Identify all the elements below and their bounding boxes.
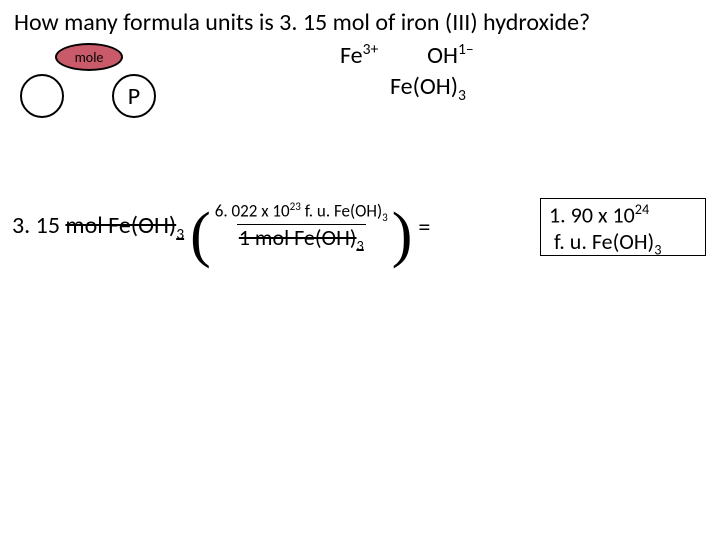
blank-circle [20, 74, 64, 118]
anion: OH [427, 41, 458, 70]
fraction-denominator: 1 mol Fe(OH)3 [237, 224, 366, 255]
conv-bot-left: 1 mol Fe(OH) [239, 224, 357, 251]
equals-sign: = [418, 213, 430, 242]
cation: Fe [340, 41, 363, 70]
given-quantity: 3. 15 mol Fe(OH)3 [12, 211, 184, 244]
formula-base: Fe(OH) [390, 72, 458, 101]
p-circle: P [112, 74, 156, 118]
answer-unit-sub: 3 [654, 240, 661, 258]
given-value: 3. 15 [12, 211, 60, 240]
answer-unit: f. u. Fe(OH) [554, 228, 654, 255]
answer-value: 1. 90 x 10 [549, 201, 635, 228]
conv-top-exp: 23 [290, 199, 301, 213]
compound-formula: Fe(OH)3 [390, 72, 466, 105]
given-unit-text: mol Fe(OH) [65, 211, 176, 240]
p-label: P [128, 82, 140, 111]
conversion-fraction: 6. 022 x 1023 f. u. Fe(OH)3 1 mol Fe(OH)… [213, 200, 390, 255]
conv-top-right: f. u. Fe(OH) [301, 201, 382, 222]
open-paren: ( [190, 210, 211, 260]
close-paren: ) [392, 210, 413, 260]
answer-line1: 1. 90 x 1024 [549, 201, 697, 229]
answer-exp: 24 [635, 200, 650, 218]
answer-line2: f. u. Fe(OH)3 [549, 229, 697, 259]
ion-line: Fe3+ OH1– [340, 40, 474, 70]
cation-charge: 3+ [363, 40, 379, 59]
calculation-row: 3. 15 mol Fe(OH)3 ( 6. 022 x 1023 f. u. … [12, 200, 436, 255]
given-unit: mol Fe(OH)3 [65, 211, 184, 240]
fraction-numerator: 6. 022 x 1023 f. u. Fe(OH)3 [213, 200, 390, 224]
anion-charge: 1– [458, 40, 474, 59]
answer-box: 1. 90 x 1024 f. u. Fe(OH)3 [540, 198, 706, 256]
conv-bot-sub: 3 [356, 237, 363, 255]
question-text: How many formula units is 3. 15 mol of i… [14, 8, 590, 37]
given-unit-sub: 3 [176, 225, 184, 244]
mole-label: mole [75, 49, 104, 66]
conv-top-left: 6. 022 x 10 [215, 201, 290, 222]
conv-top-sub: 3 [382, 210, 388, 224]
formula-sub: 3 [458, 86, 466, 105]
mole-oval: mole [55, 43, 123, 71]
